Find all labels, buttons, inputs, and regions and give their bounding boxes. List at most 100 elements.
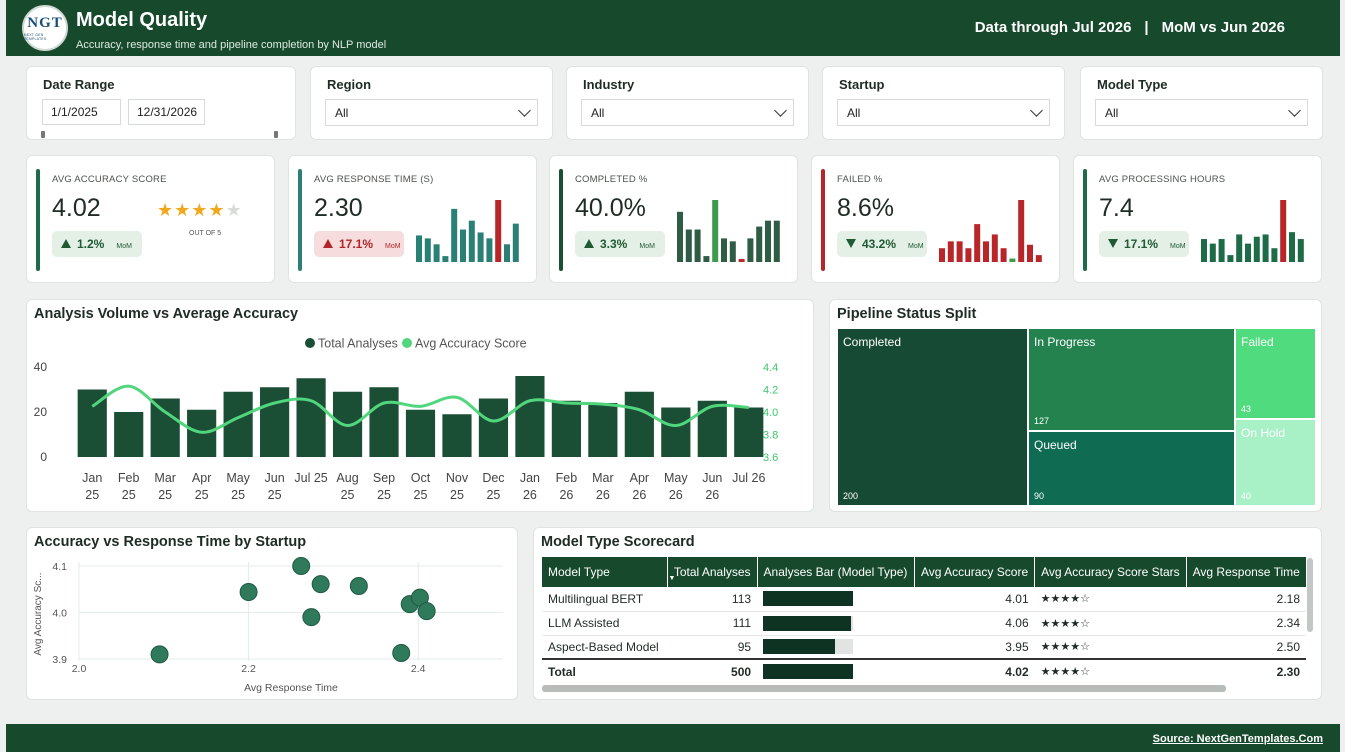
- scatter-point[interactable]: [302, 608, 321, 627]
- bar-total-analyses[interactable]: [260, 387, 290, 457]
- star-filled-icon: ★: [174, 200, 192, 220]
- kpi-value: 40.0%: [575, 194, 646, 222]
- kpi-label: AVG PROCESSING HOURS: [1099, 174, 1226, 185]
- region-select[interactable]: All: [325, 99, 538, 126]
- end-date-input[interactable]: 12/31/2026: [128, 99, 205, 125]
- x-tick-label-month: Sep: [373, 471, 395, 485]
- bar-total-analyses[interactable]: [697, 400, 727, 457]
- region-selected-value: All: [335, 106, 349, 120]
- startup-selected-value: All: [847, 106, 861, 120]
- x-tick-label-year: 25: [85, 488, 99, 502]
- sparkline-bar: [416, 235, 422, 262]
- x-tick-label-month: Jun: [265, 471, 285, 485]
- bar-total-analyses[interactable]: [150, 398, 180, 458]
- kpi-avg-response-time: AVG RESPONSE TIME (S) 2.30 17.1% MoM: [288, 155, 537, 283]
- industry-filter: Industry All: [566, 66, 809, 140]
- kpi-accent-bar: [821, 169, 825, 271]
- analyses-bar-cell: [757, 611, 915, 636]
- column-header[interactable]: Avg Response Time: [1186, 557, 1306, 587]
- scatter-point[interactable]: [150, 645, 169, 664]
- column-header[interactable]: Avg Accuracy Score Stars: [1034, 557, 1187, 587]
- bar-total-analyses[interactable]: [734, 407, 764, 458]
- industry-label: Industry: [583, 77, 635, 92]
- legend-label[interactable]: Total Analyses: [318, 337, 398, 351]
- bar-total-analyses[interactable]: [515, 376, 545, 457]
- table-row[interactable]: Aspect-Based Model 95 3.95 ★★★★☆ 2.50: [542, 635, 1306, 660]
- startup-select[interactable]: All: [837, 99, 1050, 126]
- y-left-tick-label: 40: [34, 360, 48, 374]
- bar-total-analyses[interactable]: [551, 400, 581, 457]
- x-tick-label-year: 25: [377, 488, 391, 502]
- sparkline-bar: [451, 208, 458, 262]
- column-header-sorted[interactable]: Total Analyses ▼: [667, 557, 758, 587]
- analyses-bar-cell: [757, 587, 915, 612]
- treemap-cell-queued[interactable]: Queued 90: [1029, 432, 1234, 505]
- column-header[interactable]: Avg Accuracy Score: [914, 557, 1036, 587]
- scatter-point[interactable]: [311, 575, 330, 594]
- bar-total-analyses[interactable]: [661, 407, 691, 458]
- sparkline-bar: [677, 211, 683, 262]
- sparkline-bar: [1035, 255, 1042, 262]
- date-slider-start-handle[interactable]: [41, 131, 45, 138]
- period-separator: |: [1144, 19, 1149, 36]
- horizontal-scrollbar[interactable]: [542, 685, 1226, 692]
- treemap-cell-in-progress[interactable]: In Progress 127: [1029, 329, 1234, 430]
- column-header[interactable]: Analyses Bar (Model Type): [757, 557, 915, 587]
- sparkline-bar: [1009, 258, 1016, 262]
- star-empty-icon: ★: [225, 200, 243, 220]
- sparkline-bar: [424, 238, 431, 262]
- bar-total-analyses[interactable]: [442, 414, 472, 457]
- sparkline-bar: [1262, 234, 1269, 262]
- bar-total-analyses[interactable]: [223, 391, 253, 457]
- column-header[interactable]: Model Type: [542, 557, 668, 587]
- sort-desc-icon: ▼: [668, 575, 676, 582]
- start-date-input[interactable]: 1/1/2025: [42, 99, 121, 125]
- bar-total-analyses[interactable]: [624, 391, 654, 457]
- date-range-label: Date Range: [43, 77, 115, 92]
- x-tick-label-month: Jan: [520, 471, 540, 485]
- treemap-cell-label: Queued: [1034, 438, 1077, 452]
- logo-tagline: NEXT GEN TEMPLATES: [24, 33, 47, 41]
- x-tick-label-year: 26: [669, 488, 683, 502]
- treemap-cell-failed[interactable]: Failed 43: [1236, 329, 1315, 418]
- bar-total-analyses[interactable]: [114, 412, 144, 457]
- bar-total-analyses[interactable]: [478, 398, 509, 458]
- line-avg-accuracy[interactable]: [91, 384, 749, 434]
- region-label: Region: [327, 77, 372, 92]
- y-right-tick-label: 3.8: [763, 430, 778, 442]
- combo-chart: Total Analyses Avg Accuracy Score 0 20 40 3.6…: [34, 337, 779, 503]
- chevron-down-icon: [774, 104, 787, 117]
- column-header-label: Total Analyses: [673, 565, 751, 579]
- scatter-point[interactable]: [349, 576, 368, 595]
- table-row[interactable]: Multilingual BERT 113 4.01 ★★★★☆ 2.18: [542, 587, 1306, 612]
- bar-total-analyses[interactable]: [369, 387, 399, 457]
- scatter-point[interactable]: [417, 602, 436, 621]
- sparkline-bar: [1289, 232, 1295, 262]
- vertical-scrollbar[interactable]: [1307, 558, 1313, 632]
- footer-bar: Source: NextGenTemplates.Com: [6, 724, 1340, 752]
- table-row[interactable]: LLM Assisted 111 4.06 ★★★★☆ 2.34: [542, 611, 1306, 636]
- x-tick-label-year: 26: [705, 488, 719, 502]
- scatter-point[interactable]: [292, 557, 311, 575]
- sparkline-bar: [956, 241, 963, 262]
- date-slider-end-handle[interactable]: [274, 131, 278, 138]
- model-type-cell: LLM Assisted: [542, 611, 668, 636]
- industry-select[interactable]: All: [581, 99, 794, 126]
- kpi-avg-accuracy: AVG ACCURACY SCORE 4.02 1.2% MoM ★★★★★ OU…: [26, 155, 275, 283]
- chevron-down-icon: [1030, 104, 1043, 117]
- arrow-up-icon: [584, 239, 594, 248]
- bar-total-analyses[interactable]: [588, 403, 618, 457]
- model-type-select[interactable]: All: [1095, 99, 1308, 126]
- x-tick-label-month: Aug: [336, 471, 358, 485]
- treemap-cell-completed[interactable]: Completed 200: [838, 329, 1027, 505]
- x-tick-label-year: 25: [414, 488, 428, 502]
- source-link[interactable]: Source: NextGenTemplates.Com: [1152, 733, 1323, 745]
- kpi-accent-bar: [1083, 169, 1087, 271]
- scatter-point[interactable]: [392, 643, 411, 662]
- legend-label[interactable]: Avg Accuracy Score: [415, 337, 527, 351]
- treemap-cell-on-hold[interactable]: On Hold 40: [1236, 420, 1315, 505]
- y-right-tick-label: 4.4: [763, 362, 778, 374]
- bar-total-analyses[interactable]: [296, 378, 326, 457]
- bar-total-analyses[interactable]: [405, 409, 436, 457]
- scatter-point[interactable]: [239, 583, 258, 602]
